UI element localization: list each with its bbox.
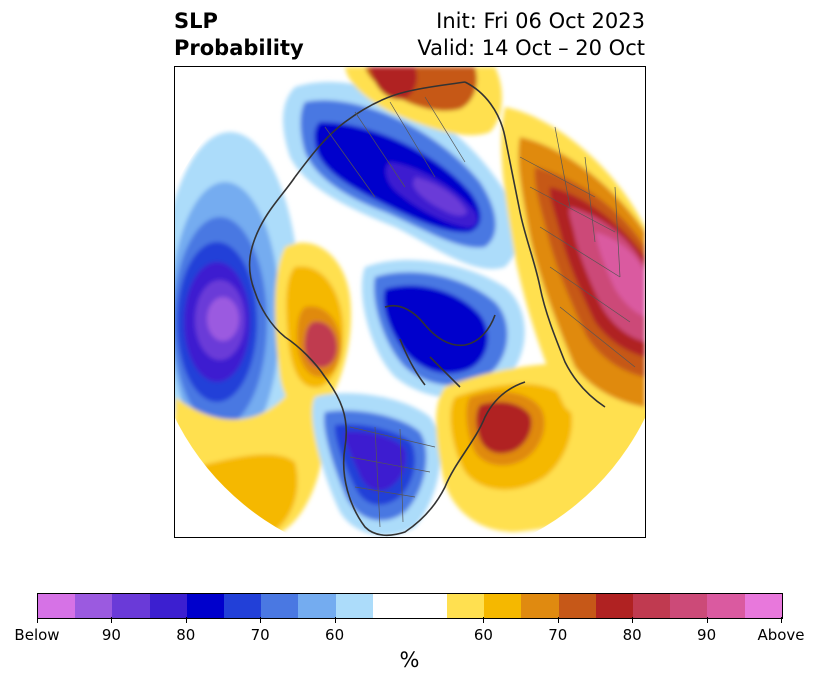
- colorbar-segment: [298, 594, 336, 618]
- colorbar-segment: [595, 594, 633, 618]
- colorbar-segment: [633, 594, 671, 618]
- colorbar-segment: [409, 594, 448, 618]
- colorbar-segment: [112, 594, 150, 618]
- colorbar-segment: [558, 594, 596, 618]
- colorbar-segment: [484, 594, 522, 618]
- colorbar-labels: Below 90 80 70 60 60 70 80 90 Above: [14, 626, 804, 646]
- colorbar-segment: [670, 594, 708, 618]
- colorbar-segment: [223, 594, 262, 618]
- colorbar-tick: [260, 617, 262, 623]
- colorbar-tick-label: 80: [176, 626, 196, 644]
- colorbar-tick-label: 90: [101, 626, 121, 644]
- valid-range: Valid: 14 Oct – 20 Oct: [417, 36, 645, 60]
- colorbar-segment: [186, 594, 224, 618]
- colorbar-tick-label: 90: [697, 626, 717, 644]
- colorbar-tick: [483, 617, 485, 623]
- siberia-low-90: [413, 177, 467, 216]
- title-right: Init: Fri 06 Oct 2023 Valid: 14 Oct – 20…: [417, 8, 645, 62]
- colorbar-segment: [447, 594, 485, 618]
- colorbar-tick: [111, 617, 113, 623]
- atlantic-high-80: [476, 402, 532, 454]
- colorbar-units: %: [399, 648, 420, 672]
- colorbar-tick-label: 70: [548, 626, 568, 644]
- colorbar-tick-label: 80: [622, 626, 642, 644]
- borders: [324, 96, 636, 528]
- colorbar-segment: [149, 594, 187, 618]
- colorbar-tick: [632, 617, 634, 623]
- coastlines: [248, 81, 606, 537]
- colorbar-tick-label: Above: [757, 626, 805, 644]
- probability-map: [175, 67, 645, 537]
- colorbar-segment: [335, 594, 373, 618]
- init-date: Init: Fri 06 Oct 2023: [436, 9, 645, 33]
- alaska-high-85: [304, 321, 337, 368]
- colorbar-tick: [334, 617, 336, 623]
- arctic-low-80: [383, 285, 488, 374]
- title-left: SLP Probability: [174, 8, 304, 62]
- colorbar-segment: [261, 594, 299, 618]
- colorbar-tick-label: 60: [473, 626, 493, 644]
- colorbar-segment: [372, 594, 410, 618]
- namerica-low-85: [344, 431, 407, 491]
- colorbar-segment: [38, 594, 76, 618]
- title-type: Probability: [174, 36, 304, 60]
- title-variable: SLP: [174, 9, 218, 33]
- colorbar-tick: [781, 617, 782, 623]
- colorbar-segment: [75, 594, 113, 618]
- colorbar-tick-label: 60: [325, 626, 345, 644]
- colorbar-segment: [707, 594, 745, 618]
- colorbar-tick: [557, 617, 559, 623]
- colorbar-tick-label: 70: [250, 626, 270, 644]
- map-panel: [174, 66, 646, 538]
- colorbar-tick: [706, 617, 708, 623]
- pacific-low-95: [207, 297, 239, 341]
- colorbar-tick: [185, 617, 187, 623]
- colorbar-tick: [37, 617, 38, 623]
- colorbar-segment: [744, 594, 782, 618]
- colorbar-segment: [521, 594, 559, 618]
- europe-high-85: [569, 207, 645, 342]
- colorbar-tick-label: Below: [14, 626, 60, 644]
- colorbar: [37, 593, 783, 619]
